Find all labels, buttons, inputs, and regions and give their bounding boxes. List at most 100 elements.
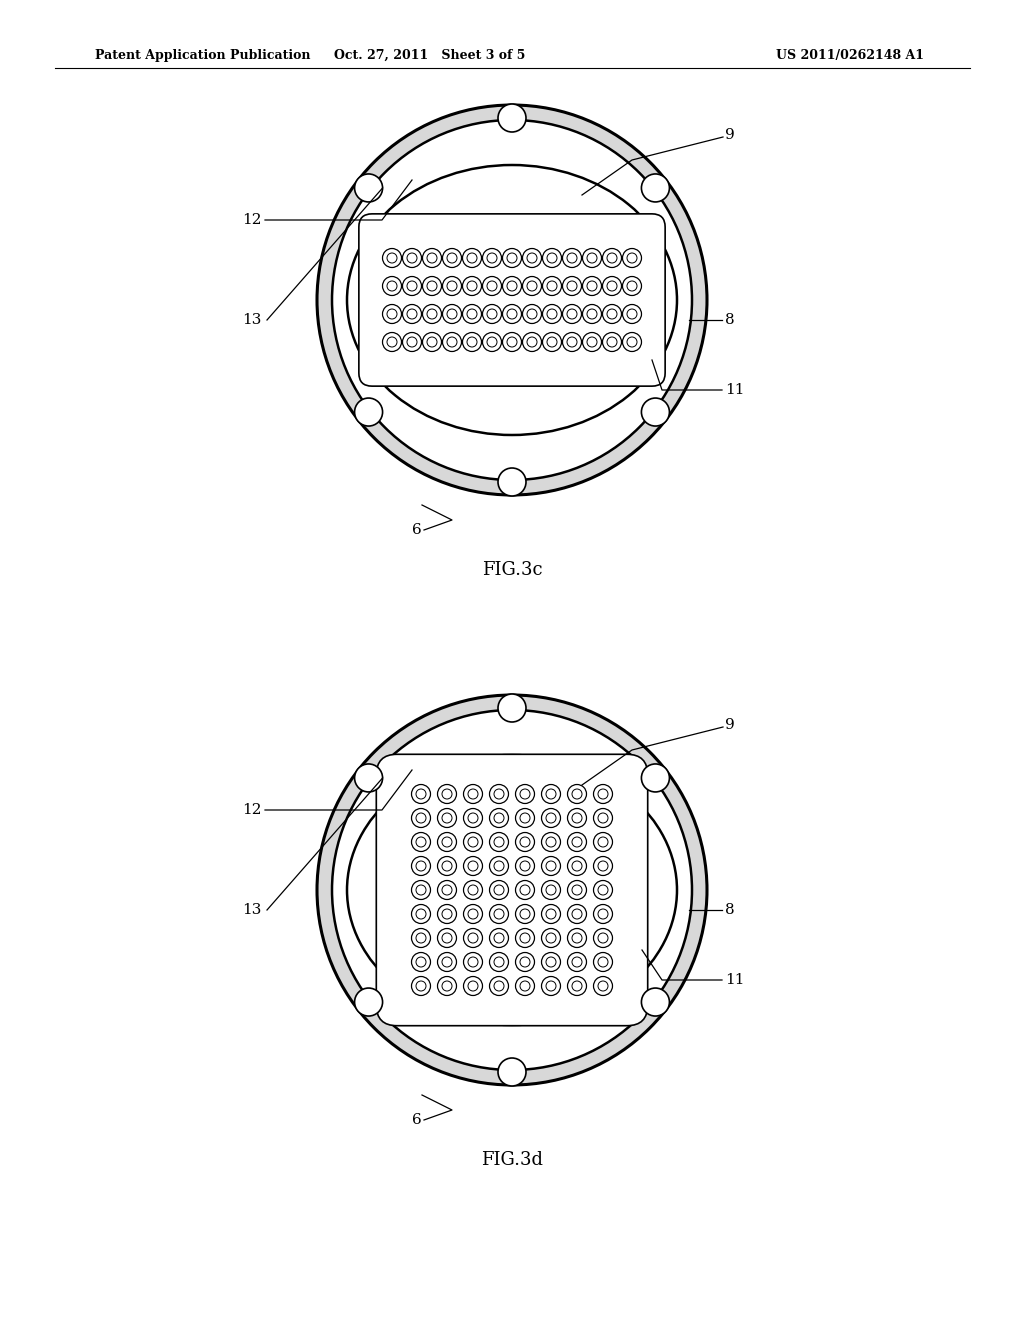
Circle shape	[442, 813, 452, 822]
Circle shape	[546, 981, 556, 991]
Circle shape	[567, 904, 587, 924]
Ellipse shape	[347, 165, 677, 436]
Text: 8: 8	[725, 313, 734, 327]
Circle shape	[427, 281, 437, 290]
Circle shape	[587, 281, 597, 290]
Circle shape	[447, 337, 457, 347]
Circle shape	[332, 120, 692, 480]
Circle shape	[572, 957, 582, 968]
Circle shape	[416, 861, 426, 871]
Circle shape	[383, 305, 401, 323]
Circle shape	[522, 248, 542, 268]
Circle shape	[489, 953, 509, 972]
Circle shape	[520, 981, 530, 991]
Circle shape	[467, 281, 477, 290]
Circle shape	[412, 904, 430, 924]
Circle shape	[507, 281, 517, 290]
Circle shape	[542, 784, 560, 804]
FancyBboxPatch shape	[358, 214, 666, 387]
Circle shape	[489, 784, 509, 804]
Circle shape	[567, 857, 587, 875]
Circle shape	[567, 833, 587, 851]
Circle shape	[572, 933, 582, 942]
Circle shape	[602, 333, 622, 351]
Circle shape	[482, 248, 502, 268]
Circle shape	[546, 837, 556, 847]
Circle shape	[627, 309, 637, 319]
Circle shape	[468, 981, 478, 991]
Circle shape	[594, 857, 612, 875]
Circle shape	[572, 789, 582, 799]
Circle shape	[527, 281, 537, 290]
Circle shape	[546, 813, 556, 822]
Circle shape	[387, 309, 397, 319]
Circle shape	[515, 857, 535, 875]
Circle shape	[607, 281, 617, 290]
Circle shape	[515, 880, 535, 899]
Circle shape	[464, 857, 482, 875]
Circle shape	[527, 253, 537, 263]
Circle shape	[572, 884, 582, 895]
Circle shape	[543, 333, 561, 351]
Circle shape	[572, 861, 582, 871]
Circle shape	[447, 253, 457, 263]
Circle shape	[567, 309, 577, 319]
Circle shape	[442, 861, 452, 871]
Circle shape	[464, 953, 482, 972]
Text: 8: 8	[725, 903, 734, 917]
Circle shape	[467, 337, 477, 347]
Circle shape	[427, 253, 437, 263]
Circle shape	[572, 813, 582, 822]
Circle shape	[520, 884, 530, 895]
Circle shape	[623, 333, 641, 351]
Circle shape	[332, 710, 692, 1071]
Text: FIG.3d: FIG.3d	[481, 1151, 543, 1170]
Circle shape	[567, 253, 577, 263]
Circle shape	[594, 977, 612, 995]
Circle shape	[442, 909, 452, 919]
Circle shape	[542, 928, 560, 948]
Circle shape	[507, 309, 517, 319]
Circle shape	[515, 928, 535, 948]
Circle shape	[447, 281, 457, 290]
Circle shape	[546, 933, 556, 942]
Circle shape	[498, 469, 526, 496]
Circle shape	[437, 977, 457, 995]
Circle shape	[522, 305, 542, 323]
Circle shape	[494, 884, 504, 895]
Circle shape	[407, 337, 417, 347]
Circle shape	[468, 861, 478, 871]
Circle shape	[317, 106, 707, 495]
Circle shape	[602, 276, 622, 296]
Circle shape	[498, 694, 526, 722]
Circle shape	[627, 253, 637, 263]
Circle shape	[416, 957, 426, 968]
Circle shape	[583, 276, 601, 296]
Circle shape	[463, 276, 481, 296]
Circle shape	[515, 977, 535, 995]
Circle shape	[542, 904, 560, 924]
Circle shape	[562, 305, 582, 323]
Circle shape	[464, 977, 482, 995]
Circle shape	[447, 309, 457, 319]
Circle shape	[489, 928, 509, 948]
Circle shape	[498, 1059, 526, 1086]
Circle shape	[594, 928, 612, 948]
Circle shape	[387, 253, 397, 263]
Circle shape	[489, 808, 509, 828]
Circle shape	[416, 884, 426, 895]
Circle shape	[427, 309, 437, 319]
Circle shape	[567, 928, 587, 948]
Circle shape	[546, 884, 556, 895]
Circle shape	[442, 957, 452, 968]
Circle shape	[598, 813, 608, 822]
Circle shape	[437, 928, 457, 948]
Circle shape	[527, 309, 537, 319]
Circle shape	[515, 833, 535, 851]
Circle shape	[547, 337, 557, 347]
Circle shape	[542, 833, 560, 851]
Circle shape	[520, 909, 530, 919]
Circle shape	[562, 333, 582, 351]
Circle shape	[402, 276, 422, 296]
Circle shape	[437, 784, 457, 804]
